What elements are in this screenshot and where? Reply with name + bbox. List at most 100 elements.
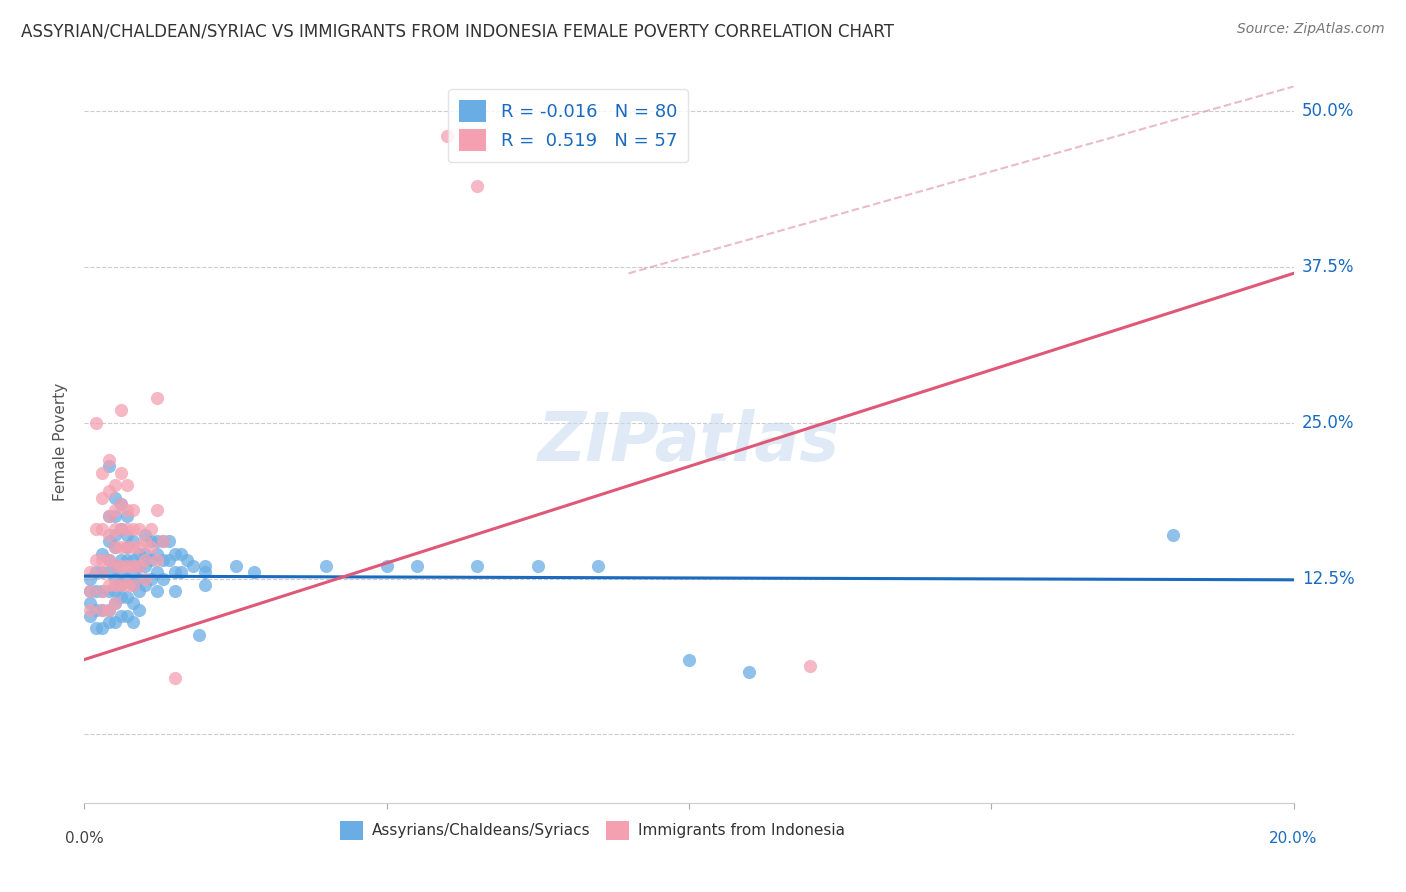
Point (104, 541, 127, 555)
Point (121, 534, 143, 549)
Point (146, 547, 169, 561)
Point (194, 566, 217, 580)
Point (139, 534, 162, 549)
Point (467, 559, 489, 574)
Point (165, 671, 187, 685)
Point (104, 541, 127, 555)
Point (115, 572, 138, 586)
Point (97, 553, 120, 567)
Point (104, 597, 127, 611)
Text: 12.5%: 12.5% (1302, 570, 1354, 588)
Point (110, 522, 132, 536)
Point (115, 559, 138, 574)
Point (91, 522, 114, 536)
Point (86, 584, 108, 599)
Point (139, 553, 162, 567)
Y-axis label: Female Poverty: Female Poverty (53, 383, 69, 500)
Point (104, 522, 127, 536)
Point (104, 503, 127, 517)
Point (242, 566, 264, 580)
Point (146, 534, 169, 549)
Point (121, 553, 143, 567)
Point (97, 578, 120, 592)
Point (86, 553, 108, 567)
Point (104, 478, 127, 492)
Point (406, 559, 429, 574)
Point (115, 528, 138, 542)
Point (86, 566, 108, 580)
Point (121, 597, 143, 611)
Point (104, 578, 127, 592)
Point (146, 391, 169, 405)
Point (121, 503, 143, 517)
Point (86, 621, 108, 635)
Point (115, 509, 138, 524)
Point (146, 553, 169, 567)
Point (165, 547, 187, 561)
Text: 0.0%: 0.0% (65, 830, 104, 846)
Point (97, 603, 120, 617)
Point (194, 559, 217, 574)
Point (188, 627, 211, 641)
Point (134, 553, 156, 567)
Point (181, 559, 204, 574)
Point (170, 566, 193, 580)
Point (97, 509, 120, 524)
Point (128, 584, 150, 599)
Point (527, 559, 550, 574)
Point (115, 609, 138, 624)
Text: 50.0%: 50.0% (1302, 103, 1354, 120)
Point (128, 603, 150, 617)
Text: Source: ZipAtlas.com: Source: ZipAtlas.com (1237, 22, 1385, 37)
Point (152, 534, 174, 549)
Point (134, 559, 156, 574)
Point (121, 522, 143, 536)
Point (91, 491, 114, 505)
Point (91, 603, 114, 617)
Point (121, 559, 143, 574)
Point (115, 553, 138, 567)
Point (110, 591, 132, 605)
Point (115, 522, 138, 536)
Point (97, 453, 120, 467)
Point (225, 559, 247, 574)
Point (104, 528, 127, 542)
Point (91, 566, 114, 580)
Point (79, 609, 101, 624)
Point (110, 578, 132, 592)
Point (146, 566, 169, 580)
Point (104, 584, 127, 599)
Point (194, 578, 217, 592)
Point (97, 459, 120, 474)
Point (91, 466, 114, 480)
Point (104, 597, 127, 611)
Text: ASSYRIAN/CHALDEAN/SYRIAC VS IMMIGRANTS FROM INDONESIA FEMALE POVERTY CORRELATION: ASSYRIAN/CHALDEAN/SYRIAC VS IMMIGRANTS F… (21, 22, 894, 40)
Point (110, 522, 132, 536)
Point (152, 553, 174, 567)
Point (115, 578, 138, 592)
Point (315, 559, 337, 574)
Point (97, 566, 120, 580)
Point (170, 547, 193, 561)
Point (110, 466, 132, 480)
Point (110, 497, 132, 511)
Point (128, 541, 150, 555)
Point (134, 572, 156, 586)
Point (176, 553, 198, 567)
Point (146, 503, 169, 517)
Point (375, 559, 398, 574)
Point (79, 566, 101, 580)
Point (97, 509, 120, 524)
Point (165, 566, 187, 580)
Point (1161, 528, 1184, 542)
Point (86, 603, 108, 617)
Point (110, 578, 132, 592)
Point (115, 503, 138, 517)
Legend: Assyrians/Chaldeans/Syriacs, Immigrants from Indonesia: Assyrians/Chaldeans/Syriacs, Immigrants … (333, 815, 851, 846)
Point (91, 584, 114, 599)
Point (104, 559, 127, 574)
Point (128, 559, 150, 574)
Point (97, 534, 120, 549)
Point (79, 572, 101, 586)
Point (97, 528, 120, 542)
